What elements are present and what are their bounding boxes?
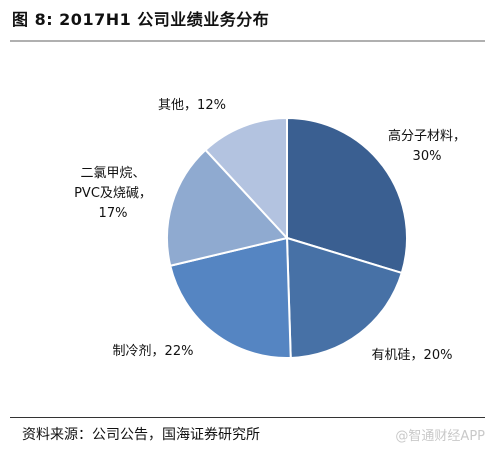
slice-label-2: 制冷剂，22% — [113, 344, 194, 359]
title-divider — [10, 40, 485, 42]
slice-label-4: 其他，12% — [158, 98, 226, 113]
figure-title: 图 8: 2017H1 公司业绩业务分布 — [12, 10, 270, 29]
source-note: 资料来源：公司公告，国海证券研究所 — [22, 427, 260, 443]
pie-slice-3 — [166, 148, 289, 267]
slice-label-3: 二氯甲烷、 PVC及烧碱， 17% — [74, 166, 152, 221]
slice-label-1: 有机硅，20% — [372, 348, 453, 363]
slice-label-0: 高分子材料， 30% — [388, 128, 466, 164]
pie-slice-1 — [285, 236, 404, 359]
watermark: @智通财经APP — [395, 429, 485, 444]
pie-slice-4 — [204, 116, 288, 241]
source-divider — [10, 417, 485, 418]
pie-slice-0 — [286, 116, 408, 275]
pie-slice-2 — [169, 236, 292, 359]
